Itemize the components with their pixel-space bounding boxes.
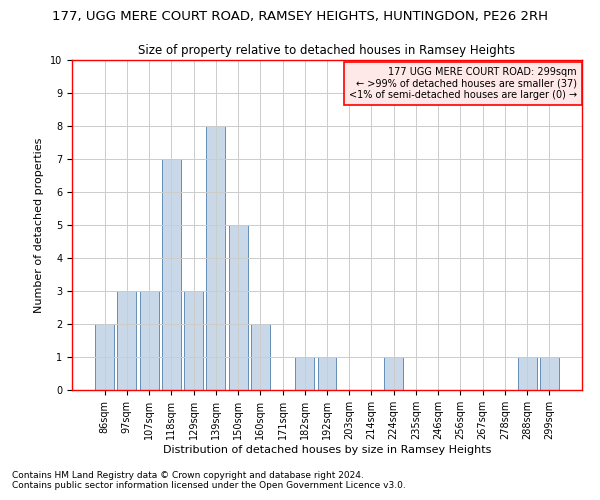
Bar	[184, 291, 203, 390]
Bar	[251, 324, 270, 390]
Text: 177, UGG MERE COURT ROAD, RAMSEY HEIGHTS, HUNTINGDON, PE26 2RH: 177, UGG MERE COURT ROAD, RAMSEY HEIGHTS…	[52, 10, 548, 23]
Bar	[295, 357, 314, 390]
Text: 177 UGG MERE COURT ROAD: 299sqm
← >99% of detached houses are smaller (37)
<1% o: 177 UGG MERE COURT ROAD: 299sqm ← >99% o…	[349, 66, 577, 100]
Y-axis label: Number of detached properties: Number of detached properties	[34, 138, 44, 312]
Bar	[95, 324, 114, 390]
X-axis label: Distribution of detached houses by size in Ramsey Heights: Distribution of detached houses by size …	[163, 444, 491, 454]
Bar	[206, 126, 225, 390]
Bar	[229, 225, 248, 390]
Bar	[118, 291, 136, 390]
Title: Size of property relative to detached houses in Ramsey Heights: Size of property relative to detached ho…	[139, 44, 515, 58]
Bar	[384, 357, 403, 390]
Bar	[518, 357, 536, 390]
Bar	[317, 357, 337, 390]
Bar	[162, 159, 181, 390]
Text: Contains HM Land Registry data © Crown copyright and database right 2024.
Contai: Contains HM Land Registry data © Crown c…	[12, 470, 406, 490]
Bar	[140, 291, 158, 390]
Bar	[540, 357, 559, 390]
